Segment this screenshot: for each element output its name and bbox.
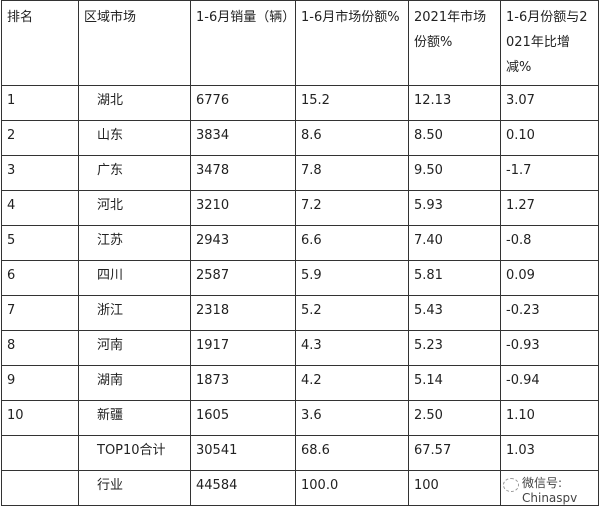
cell-sales: 3834 [190,120,296,156]
cell-share-2021: 5.81 [408,260,501,296]
cell-region: 河南 [78,330,191,366]
cell-region: 山东 [78,120,191,156]
cell-region: 广东 [78,155,191,191]
table-row: 5 江苏 2943 6.6 7.40 -0.8 [1,225,599,261]
cell-region: TOP10合计 [78,435,191,471]
header-sales: 1-6月销量（辆） [190,0,296,86]
cell-share-2021: 7.40 [408,225,501,261]
cell-share-2021: 8.50 [408,120,501,156]
cell-share: 7.2 [295,190,409,226]
cell-sales: 3478 [190,155,296,191]
cell-rank: 5 [1,225,79,261]
cell-share: 3.6 [295,400,409,436]
table-row: 6 四川 2587 5.9 5.81 0.09 [1,260,599,296]
cell-share-change: -1.7 [500,155,599,191]
cell-share-change: -0.8 [500,225,599,261]
cell-rank: 1 [1,85,79,121]
cell-share-2021: 12.13 [408,85,501,121]
cell-share-2021: 9.50 [408,155,501,191]
cell-share: 5.9 [295,260,409,296]
table-row: 3 广东 3478 7.8 9.50 -1.7 [1,155,599,191]
cell-sales: 2943 [190,225,296,261]
cell-share-2021: 5.14 [408,365,501,401]
cell-sales: 3210 [190,190,296,226]
cell-share-change: 1.03 [500,435,599,471]
cell-share: 7.8 [295,155,409,191]
cell-region: 行业 [78,470,191,506]
watermark-text: 微信号: Chinaspv [522,476,578,505]
cell-share-2021: 100 [408,470,501,506]
cell-share-change: 0.09 [500,260,599,296]
cell-share: 8.6 [295,120,409,156]
cell-sales: 6776 [190,85,296,121]
cell-rank [1,470,79,506]
cell-share-change: -0.93 [500,330,599,366]
cell-share: 68.6 [295,435,409,471]
cell-share: 6.6 [295,225,409,261]
table-row: 9 湖南 1873 4.2 5.14 -0.94 [1,365,599,401]
cell-region: 湖南 [78,365,191,401]
cell-rank: 3 [1,155,79,191]
cell-region: 四川 [78,260,191,296]
header-share: 1-6月市场份额% [295,0,409,86]
cell-rank: 9 [1,365,79,401]
cell-region: 湖北 [78,85,191,121]
table-row: 10 新疆 1605 3.6 2.50 1.10 [1,400,599,436]
cell-rank: 4 [1,190,79,226]
cell-share-change: 1.27 [500,190,599,226]
header-share-change: 1-6月份额与2021年比增减% [500,0,599,86]
cell-sales: 2318 [190,295,296,331]
cell-sales: 1605 [190,400,296,436]
regional-market-table: 排名 区域市场 1-6月销量（辆） 1-6月市场份额% 2021年市场份额% 1… [1,0,599,506]
table-row: 7 浙江 2318 5.2 5.43 -0.23 [1,295,599,331]
header-share-2021: 2021年市场份额% [408,0,501,86]
cell-share-2021: 5.23 [408,330,501,366]
cell-region: 河北 [78,190,191,226]
cell-rank: 2 [1,120,79,156]
cell-share: 4.3 [295,330,409,366]
cell-share: 4.2 [295,365,409,401]
table-row: 4 河北 3210 7.2 5.93 1.27 [1,190,599,226]
cell-share: 5.2 [295,295,409,331]
cell-rank: 6 [1,260,79,296]
cell-share: 15.2 [295,85,409,121]
cell-region: 浙江 [78,295,191,331]
cell-rank: 7 [1,295,79,331]
cell-share-2021: 67.57 [408,435,501,471]
market-share-table-image: 排名 区域市场 1-6月销量（辆） 1-6月市场份额% 2021年市场份额% 1… [0,0,600,506]
table-row: 2 山东 3834 8.6 8.50 0.10 [1,120,599,156]
cell-rank: 8 [1,330,79,366]
header-region: 区域市场 [78,0,191,86]
watermark: 微信号: Chinaspv [503,476,595,506]
cell-share-2021: 5.43 [408,295,501,331]
header-row: 排名 区域市场 1-6月销量（辆） 1-6月市场份额% 2021年市场份额% 1… [1,0,599,86]
cell-share-2021: 5.93 [408,190,501,226]
cell-sales: 44584 [190,470,296,506]
cell-share-change: -0.94 [500,365,599,401]
cell-sales: 30541 [190,435,296,471]
header-rank: 排名 [1,0,79,86]
cell-rank [1,435,79,471]
cell-sales: 1873 [190,365,296,401]
cell-share-2021: 2.50 [408,400,501,436]
cell-share-change: 3.07 [500,85,599,121]
wechat-icon [503,478,519,492]
cell-share-change: -0.23 [500,295,599,331]
cell-sales: 1917 [190,330,296,366]
table-row: TOP10合计 30541 68.6 67.57 1.03 [1,435,599,471]
cell-sales: 2587 [190,260,296,296]
cell-share: 100.0 [295,470,409,506]
cell-share-change: 0.10 [500,120,599,156]
table-row: 8 河南 1917 4.3 5.23 -0.93 [1,330,599,366]
table-row: 1 湖北 6776 15.2 12.13 3.07 [1,85,599,121]
cell-share-change: 1.10 [500,400,599,436]
cell-rank: 10 [1,400,79,436]
cell-region: 新疆 [78,400,191,436]
cell-region: 江苏 [78,225,191,261]
